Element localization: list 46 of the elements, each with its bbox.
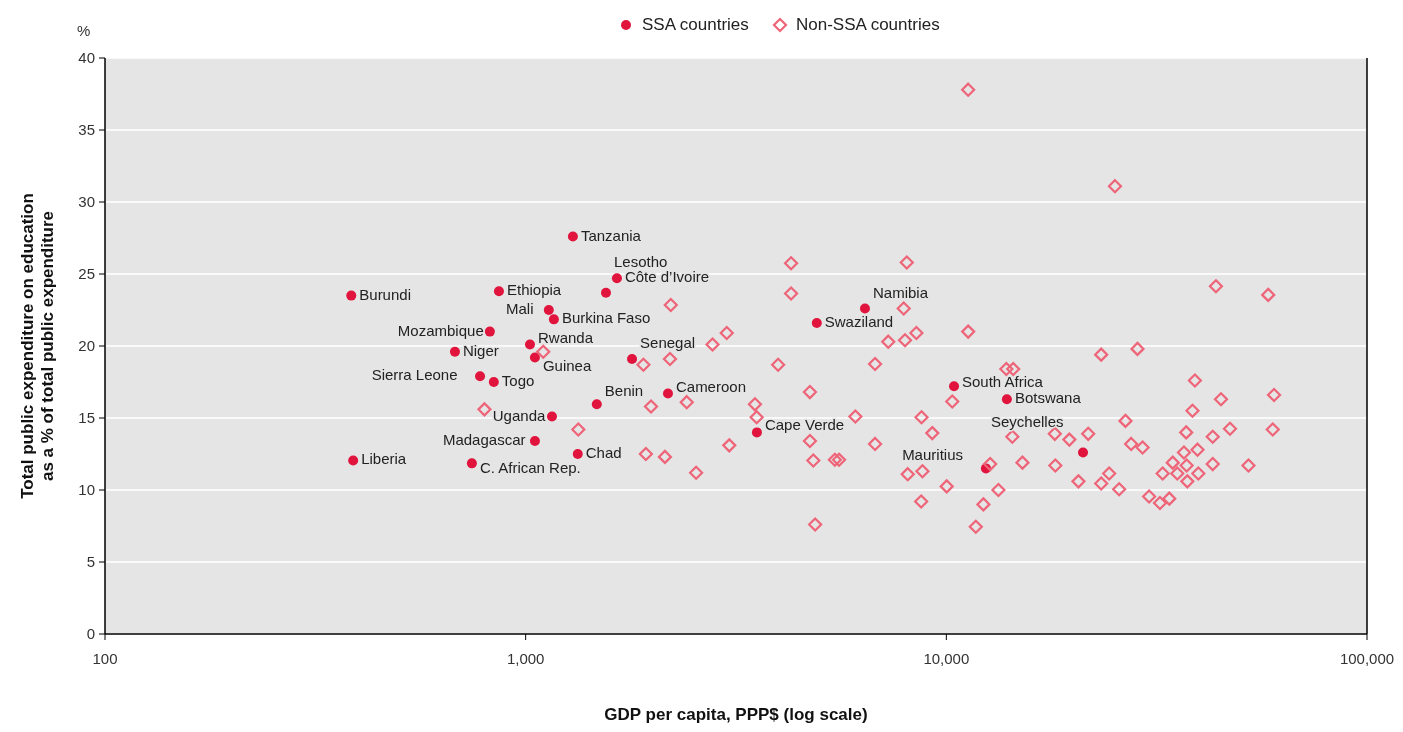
annotation: Benin xyxy=(604,382,644,400)
annotation: Uganda xyxy=(492,406,546,424)
x-axis-title: GDP per capita, PPP$ (log scale) xyxy=(604,705,868,724)
annotation: Botswana xyxy=(1014,389,1082,407)
annotation: Seychelles xyxy=(991,412,1064,430)
annotation: Ethiopia xyxy=(506,281,562,299)
annotation: Mozambique xyxy=(397,321,484,339)
x-tick-label: 100,000 xyxy=(1339,650,1395,667)
y-tick-label: 35 xyxy=(78,121,95,139)
annotation: Cape Verde xyxy=(764,416,845,434)
annotation: Mauritius xyxy=(902,446,963,464)
annotation: Lesotho xyxy=(613,252,668,270)
x-tick-label: 1,000 xyxy=(506,650,545,667)
annotation: Sierra Leone xyxy=(371,366,458,384)
annotation: Liberia xyxy=(361,450,407,468)
annotation: C. African Rep. xyxy=(479,459,581,477)
y-axis-title: Total public expenditure on education as a % of total public expenditure xyxy=(18,193,57,499)
annotation: Madagascar xyxy=(442,431,526,449)
annotation: Namibia xyxy=(872,283,929,301)
y-tick-label: 0 xyxy=(86,625,95,643)
y-tick-label: 20 xyxy=(78,337,95,355)
text: % xyxy=(77,22,91,39)
annotation: Burkina Faso xyxy=(561,309,651,327)
x-tick-label: 100 xyxy=(92,650,118,667)
annotation: Mali xyxy=(506,300,534,317)
annotation: Guinea xyxy=(542,356,592,374)
legend-label: SSA countries xyxy=(642,15,749,34)
y-tick-label: 5 xyxy=(86,553,95,571)
annotation: Tanzania xyxy=(580,226,642,244)
annotation: Swaziland xyxy=(824,312,894,330)
y-tick-label: 30 xyxy=(78,193,95,211)
annotation: Niger xyxy=(462,341,499,359)
x-tick-label: 10,000 xyxy=(923,650,970,667)
annotation: Cameroon xyxy=(675,377,747,395)
annotation: Togo xyxy=(501,372,535,389)
annotation: Rwanda xyxy=(538,328,594,346)
annotation: Senegal xyxy=(640,333,696,351)
y-tick-label: 40 xyxy=(78,49,95,67)
annotation: Chad xyxy=(585,444,622,461)
annotation: Burundi xyxy=(359,285,411,303)
y-tick-label: 15 xyxy=(78,409,95,427)
y-tick-label: 25 xyxy=(78,265,95,283)
annotation: Côte d’Ivoire xyxy=(624,268,710,286)
legend-label: Non-SSA countries xyxy=(796,15,940,34)
annotation: South Africa xyxy=(962,373,1044,391)
y-tick-label: 10 xyxy=(78,481,95,499)
